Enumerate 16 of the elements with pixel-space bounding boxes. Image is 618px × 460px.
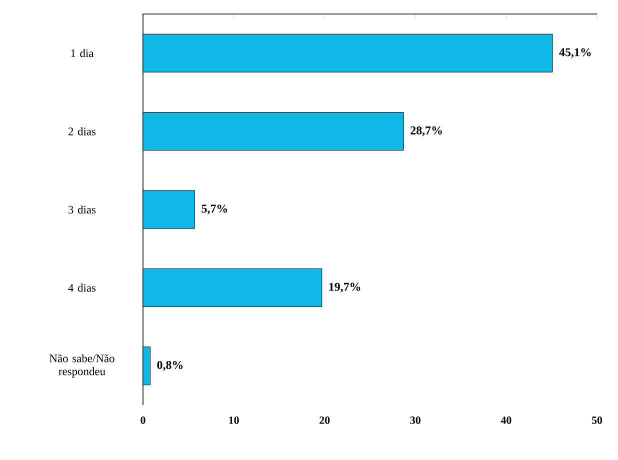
data-label: 0,8% — [157, 360, 183, 371]
y-tick-label: 1 dia — [71, 49, 94, 58]
data-label: 19,7% — [329, 282, 360, 293]
x-tick-label: 40 — [500, 416, 512, 424]
data-label: 45,1% — [559, 48, 591, 58]
y-tick-label: 3 dias — [68, 205, 96, 214]
y-tick-label: Não sabe/Não respondeu — [50, 354, 114, 378]
x-tick-label: 50 — [592, 416, 602, 424]
x-tick-label: 10 — [229, 416, 239, 424]
data-label: 28,7% — [410, 126, 442, 136]
x-tick-label: 0 — [140, 416, 146, 424]
x-tick-label: 30 — [410, 416, 420, 424]
data-label: 5,7% — [202, 204, 228, 214]
x-tick-label: 20 — [320, 416, 330, 424]
y-tick-label: 2 dias — [68, 127, 96, 136]
y-tick-label: 4 dias — [68, 284, 96, 292]
